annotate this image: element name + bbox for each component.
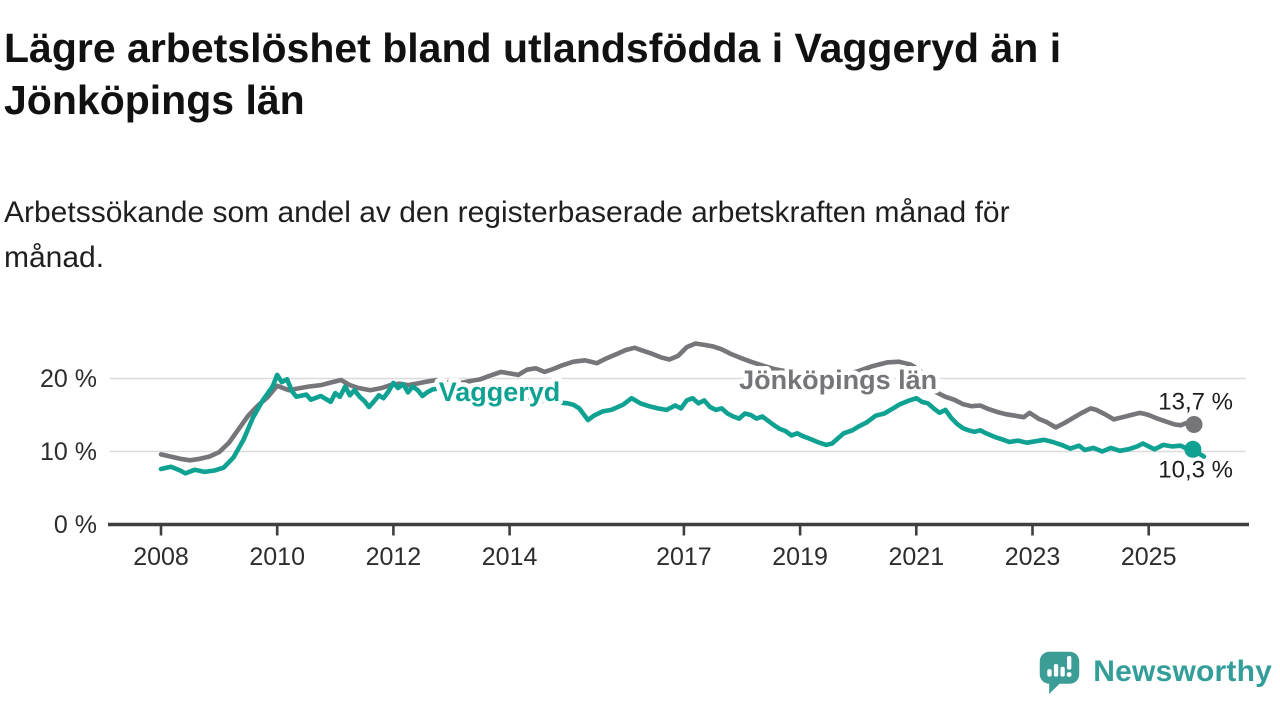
series-line-vaggeryd	[158, 372, 1207, 476]
x-tick-label: 2017	[656, 543, 712, 571]
series-label: Vaggeryd	[439, 377, 561, 407]
y-tick-label: 10 %	[40, 438, 97, 466]
subtitle-line-1: Arbetssökande som andel av den registerb…	[4, 196, 1010, 229]
y-tick-label: 0 %	[54, 511, 97, 539]
subtitle-line-2: månad.	[4, 241, 105, 274]
x-tick-label: 2023	[1005, 543, 1061, 571]
x-tick-label: 2010	[249, 543, 305, 571]
series-end-dot	[1185, 415, 1203, 433]
series-line-j-nk-pings-l-n	[158, 341, 1197, 463]
series-end-value: 10,3 %	[1158, 456, 1233, 483]
x-tick-label: 2021	[888, 543, 944, 571]
title-line-1: Lägre arbetslöshet bland utlandsfödda i …	[4, 25, 1062, 71]
page-title: Lägre arbetslöshet bland utlandsfödda i …	[4, 22, 1061, 126]
x-tick-label: 2008	[133, 543, 189, 571]
newsworthy-logo: Newsworthy	[1036, 648, 1272, 695]
series-end-value: 13,7 %	[1158, 388, 1233, 415]
y-tick-label: 20 %	[40, 365, 97, 393]
x-tick-label: 2014	[482, 543, 538, 571]
x-tick-label: 2019	[772, 543, 828, 571]
newsworthy-logo-icon	[1040, 651, 1080, 695]
x-tick-label: 2012	[366, 543, 422, 571]
series-label: Jönköpings län	[739, 365, 937, 395]
logo-bars	[1047, 655, 1072, 677]
series-end-dot	[1184, 440, 1202, 458]
newsworthy-logo-text: Newsworthy	[1093, 654, 1272, 688]
chart-subtitle: Arbetssökande som andel av den registerb…	[4, 190, 1010, 280]
x-tick-label: 2025	[1121, 543, 1177, 571]
title-line-2: Jönköpings län	[4, 77, 305, 123]
